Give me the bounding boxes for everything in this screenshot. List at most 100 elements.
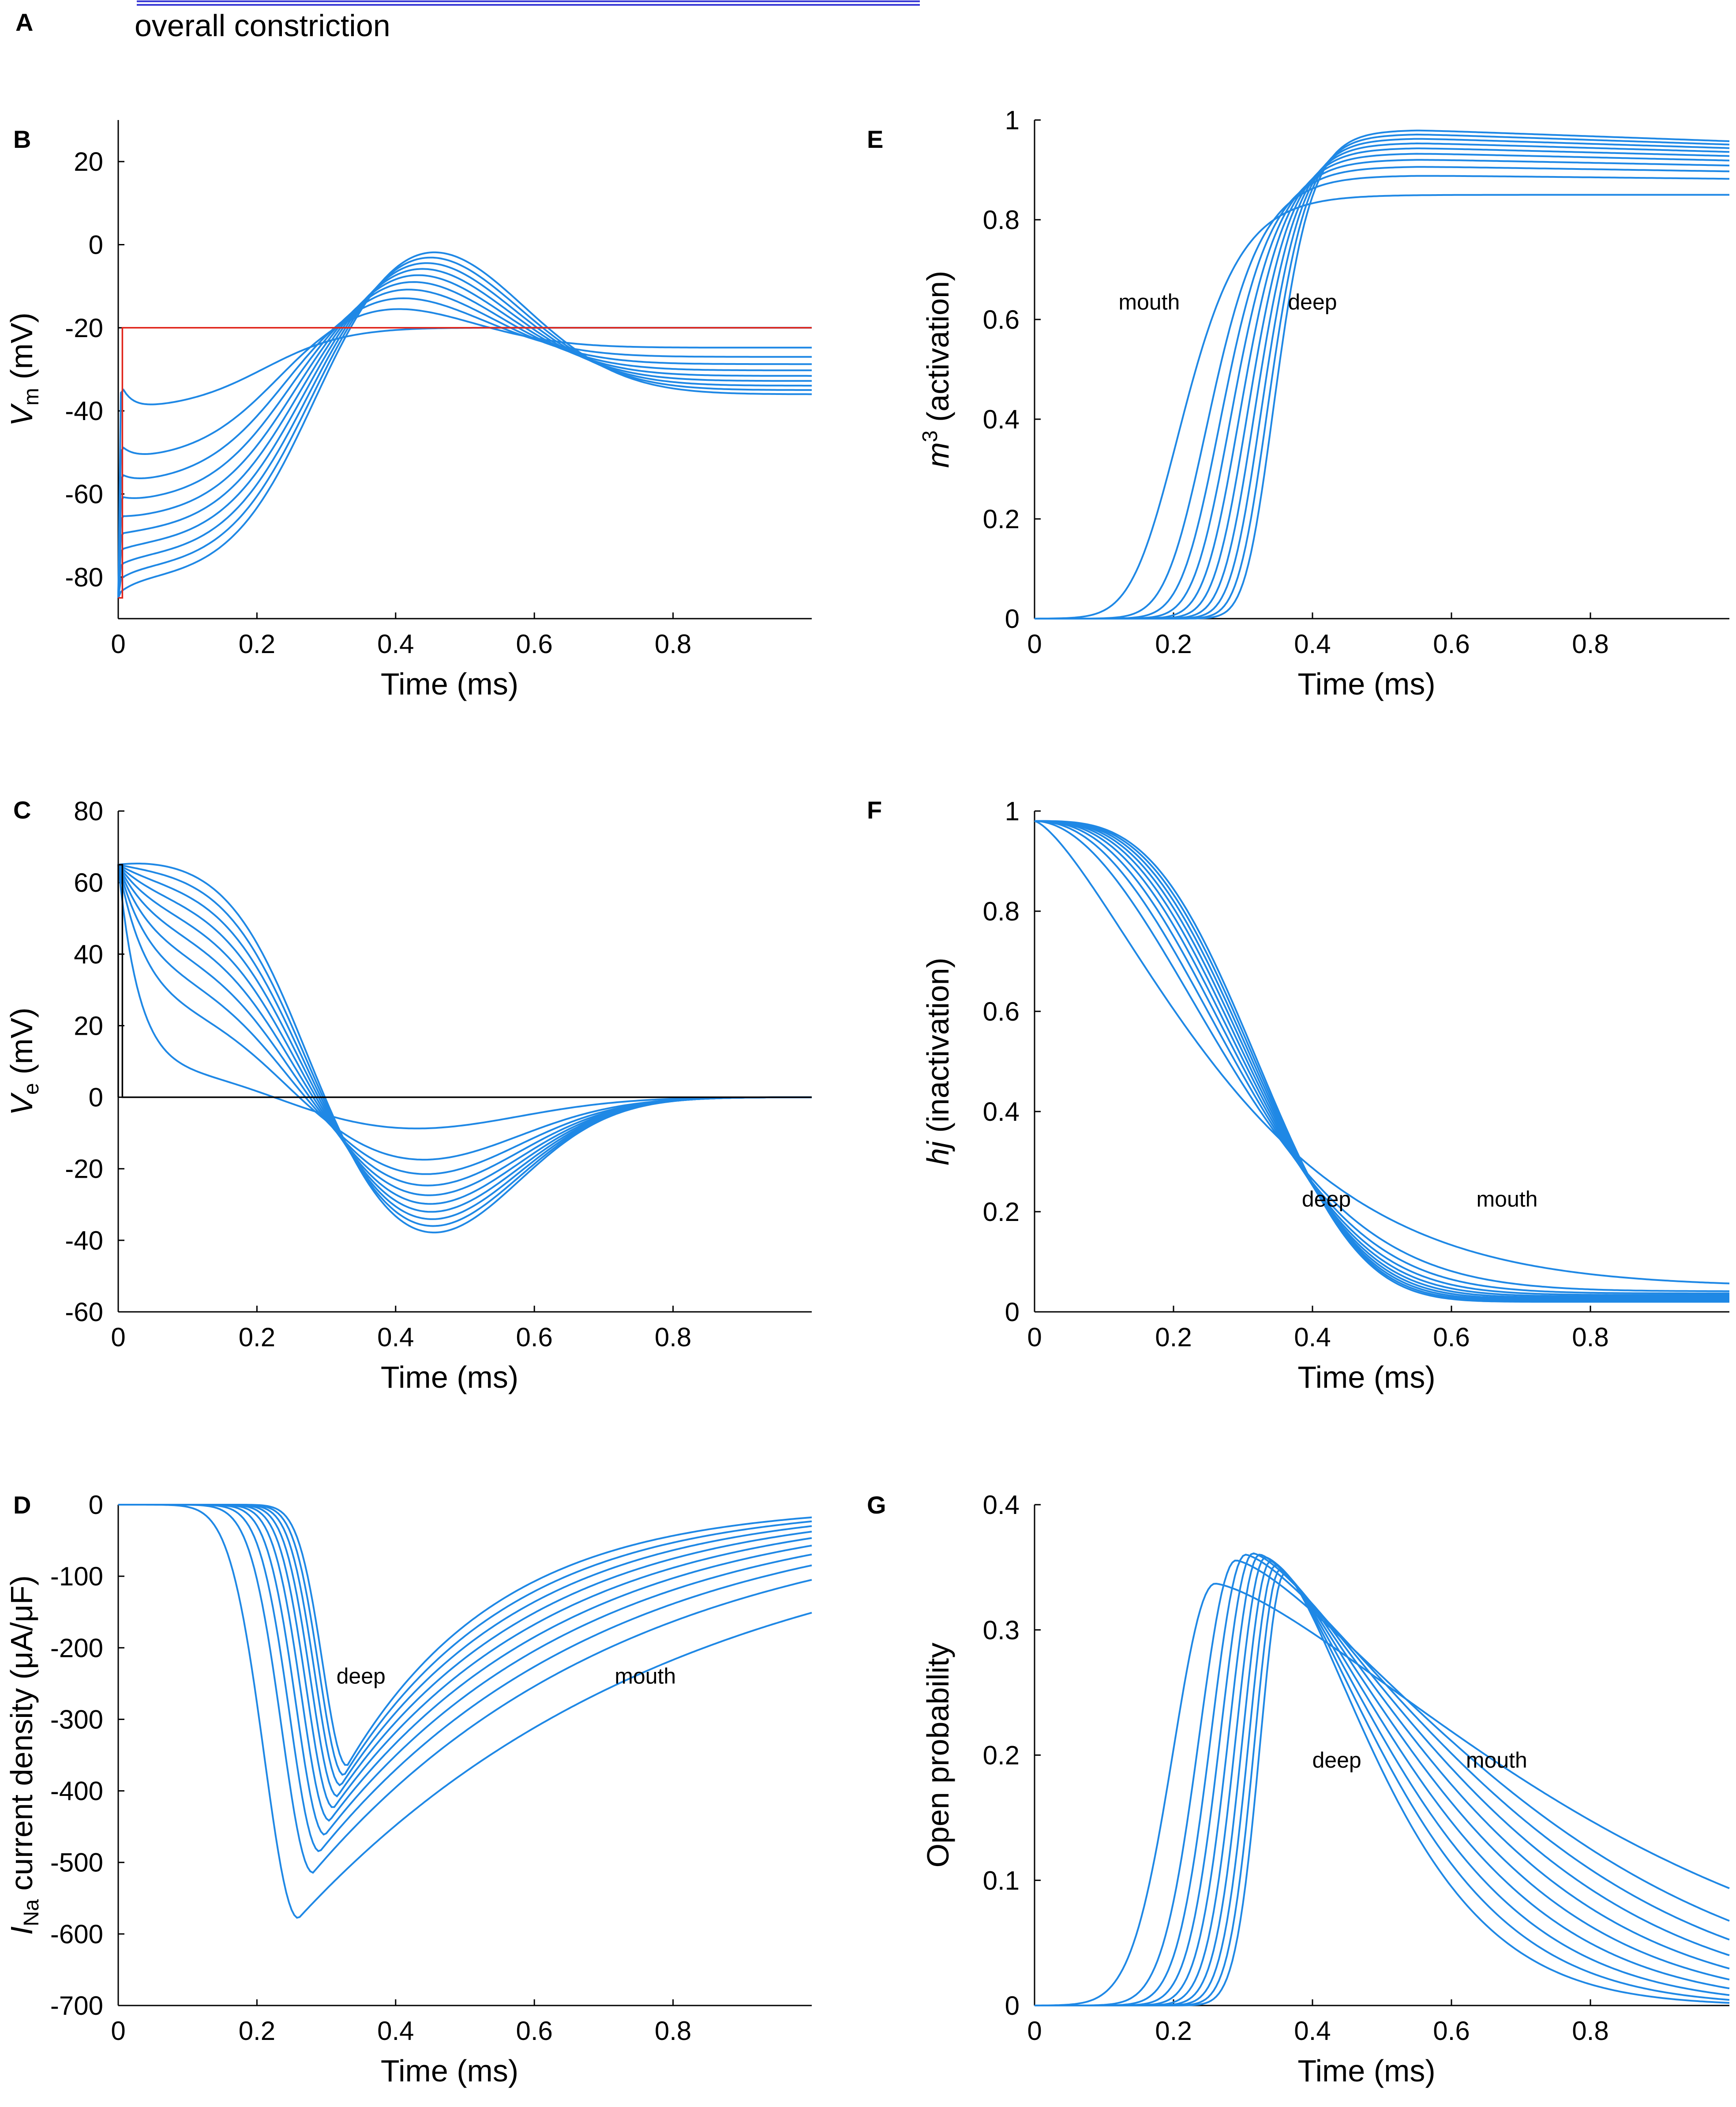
x-tick-label: 0.6 xyxy=(516,2016,552,2046)
y-tick-label: 0.8 xyxy=(983,897,1020,926)
x-tick-label: 0.6 xyxy=(516,1322,552,1352)
panel-a: A overall constriction xyxy=(15,0,920,43)
x-tick-label: 0.4 xyxy=(1294,629,1331,659)
series-line xyxy=(1034,820,1729,1292)
x-tick-label: 0.2 xyxy=(239,1322,275,1352)
series-line xyxy=(117,297,812,598)
panel-b: B 0 0.2 0.4 0.6 0.8 -80 -60 -40 -20 0 20 Time (ms) Vm… xyxy=(4,120,812,701)
x-tick-label: 0 xyxy=(111,1322,125,1352)
x-tick-label: 0 xyxy=(1027,2016,1042,2046)
x-tick-label: 0 xyxy=(111,629,125,659)
y-tick-label: -20 xyxy=(65,1154,103,1184)
series-line xyxy=(117,268,812,598)
panel-letter-a: A xyxy=(15,8,33,36)
y-tick-label: 40 xyxy=(74,939,103,969)
series-line xyxy=(118,1504,812,1776)
y-axis-label-superscript: 3 xyxy=(919,430,942,442)
series-line xyxy=(118,864,812,1227)
y-tick-label: 0.1 xyxy=(983,1866,1020,1895)
y-tick-label: -600 xyxy=(50,1919,103,1949)
x-axis-label: Time (ms) xyxy=(1297,2054,1435,2088)
y-tick-label: -700 xyxy=(50,1991,103,2021)
x-tick-label: 0.6 xyxy=(516,629,552,659)
x-tick-label: 0.2 xyxy=(1155,2016,1192,2046)
series-line xyxy=(1035,147,1730,620)
x-axis-label: Time (ms) xyxy=(381,2054,518,2088)
panel-letter-b: B xyxy=(13,125,31,153)
y-tick-label: 0 xyxy=(89,230,103,260)
series-line xyxy=(1035,1560,1730,2006)
series-line xyxy=(1035,1552,1730,2006)
panel-e: E 0 0.2 0.4 0.6 0.8 0 0.2 0.4 0.6 0.8 1 Time (ms) m3 … xyxy=(867,105,1730,701)
stimulus-line xyxy=(118,327,812,599)
y-tick-label: 0.6 xyxy=(983,305,1020,334)
y-axis-label-units: (mV) xyxy=(4,1007,39,1083)
series-line xyxy=(117,289,812,598)
y-axis-label: INa current density (μA/μF) xyxy=(4,1575,43,1935)
y-axis-label-symbol: hj xyxy=(921,1140,955,1165)
series-line xyxy=(1035,1564,1730,2006)
panel-letter-f: F xyxy=(867,796,882,824)
y-tick-label: 0.2 xyxy=(983,1197,1020,1227)
panel-letter-c: C xyxy=(13,796,31,824)
stimulus-line xyxy=(117,864,812,1098)
series-line xyxy=(1035,159,1730,620)
y-tick-label: -40 xyxy=(65,1226,103,1255)
series-line xyxy=(1035,820,1729,1296)
panel-d: D 0 0.2 0.4 0.6 0.8 -700 -600 -500 -400 -300 -200 -1… xyxy=(4,1490,812,2088)
panel-letter-e: E xyxy=(867,125,883,153)
series-line xyxy=(117,864,812,1175)
annotation-deep: deep xyxy=(1302,1187,1351,1212)
annotation-deep: deep xyxy=(1312,1748,1361,1773)
x-tick-label: 0.2 xyxy=(1155,1322,1192,1352)
series-line xyxy=(1035,1554,1730,2006)
x-tick-label: 0 xyxy=(1027,1322,1042,1352)
x-tick-label: 0.8 xyxy=(655,1322,691,1352)
y-tick-label: -300 xyxy=(50,1705,103,1734)
series-line xyxy=(118,1504,812,1874)
y-axis-label: Vm (mV) xyxy=(4,312,43,426)
y-tick-label: 0.2 xyxy=(983,1741,1020,1770)
series-line xyxy=(1035,820,1729,1299)
series-line xyxy=(118,1504,812,1852)
annotation-mouth: mouth xyxy=(615,1664,676,1688)
series-line xyxy=(1035,194,1729,620)
series-line xyxy=(1035,153,1730,620)
series-line xyxy=(1035,1582,1730,2006)
series-line xyxy=(1034,820,1729,1295)
series-line xyxy=(1035,820,1729,1297)
series-line xyxy=(117,308,812,598)
x-tick-label: 0 xyxy=(111,2016,125,2046)
annotation-mouth: mouth xyxy=(1118,289,1180,314)
x-tick-label: 0.6 xyxy=(1433,2016,1470,2046)
x-tick-label: 0.4 xyxy=(377,1322,414,1352)
y-tick-label: -200 xyxy=(50,1633,103,1663)
y-tick-label: 0 xyxy=(89,1083,103,1112)
annotation-mouth: mouth xyxy=(1477,1187,1538,1212)
y-tick-label: 0 xyxy=(1005,1991,1020,2021)
series-line xyxy=(118,864,812,1220)
x-tick-label: 0.2 xyxy=(1155,629,1192,659)
series-line xyxy=(1035,175,1729,620)
y-tick-label: 20 xyxy=(74,147,103,177)
annotation-deep: deep xyxy=(1288,289,1337,314)
y-tick-label: 60 xyxy=(74,868,103,898)
y-axis-label-symbol: I xyxy=(4,1927,39,1935)
x-tick-label: 0.6 xyxy=(1433,1322,1470,1352)
series-line xyxy=(1035,138,1730,620)
series-line xyxy=(118,1504,812,1766)
y-axis-label-units: (activation) xyxy=(921,271,955,431)
series-line xyxy=(1035,1556,1730,2006)
y-axis-label-subscript: Na xyxy=(20,1899,43,1927)
series-line xyxy=(117,262,812,598)
y-axis-label-units: current density (μA/μF) xyxy=(4,1575,39,1899)
y-tick-label: 0.6 xyxy=(983,997,1020,1026)
series-line xyxy=(1035,820,1729,1301)
panel-letter-g: G xyxy=(867,1491,886,1519)
y-axis-label: hj (inactivation) xyxy=(921,958,955,1165)
y-tick-label: -20 xyxy=(65,313,103,343)
series-line xyxy=(1035,820,1729,1303)
series-line xyxy=(118,863,812,1234)
